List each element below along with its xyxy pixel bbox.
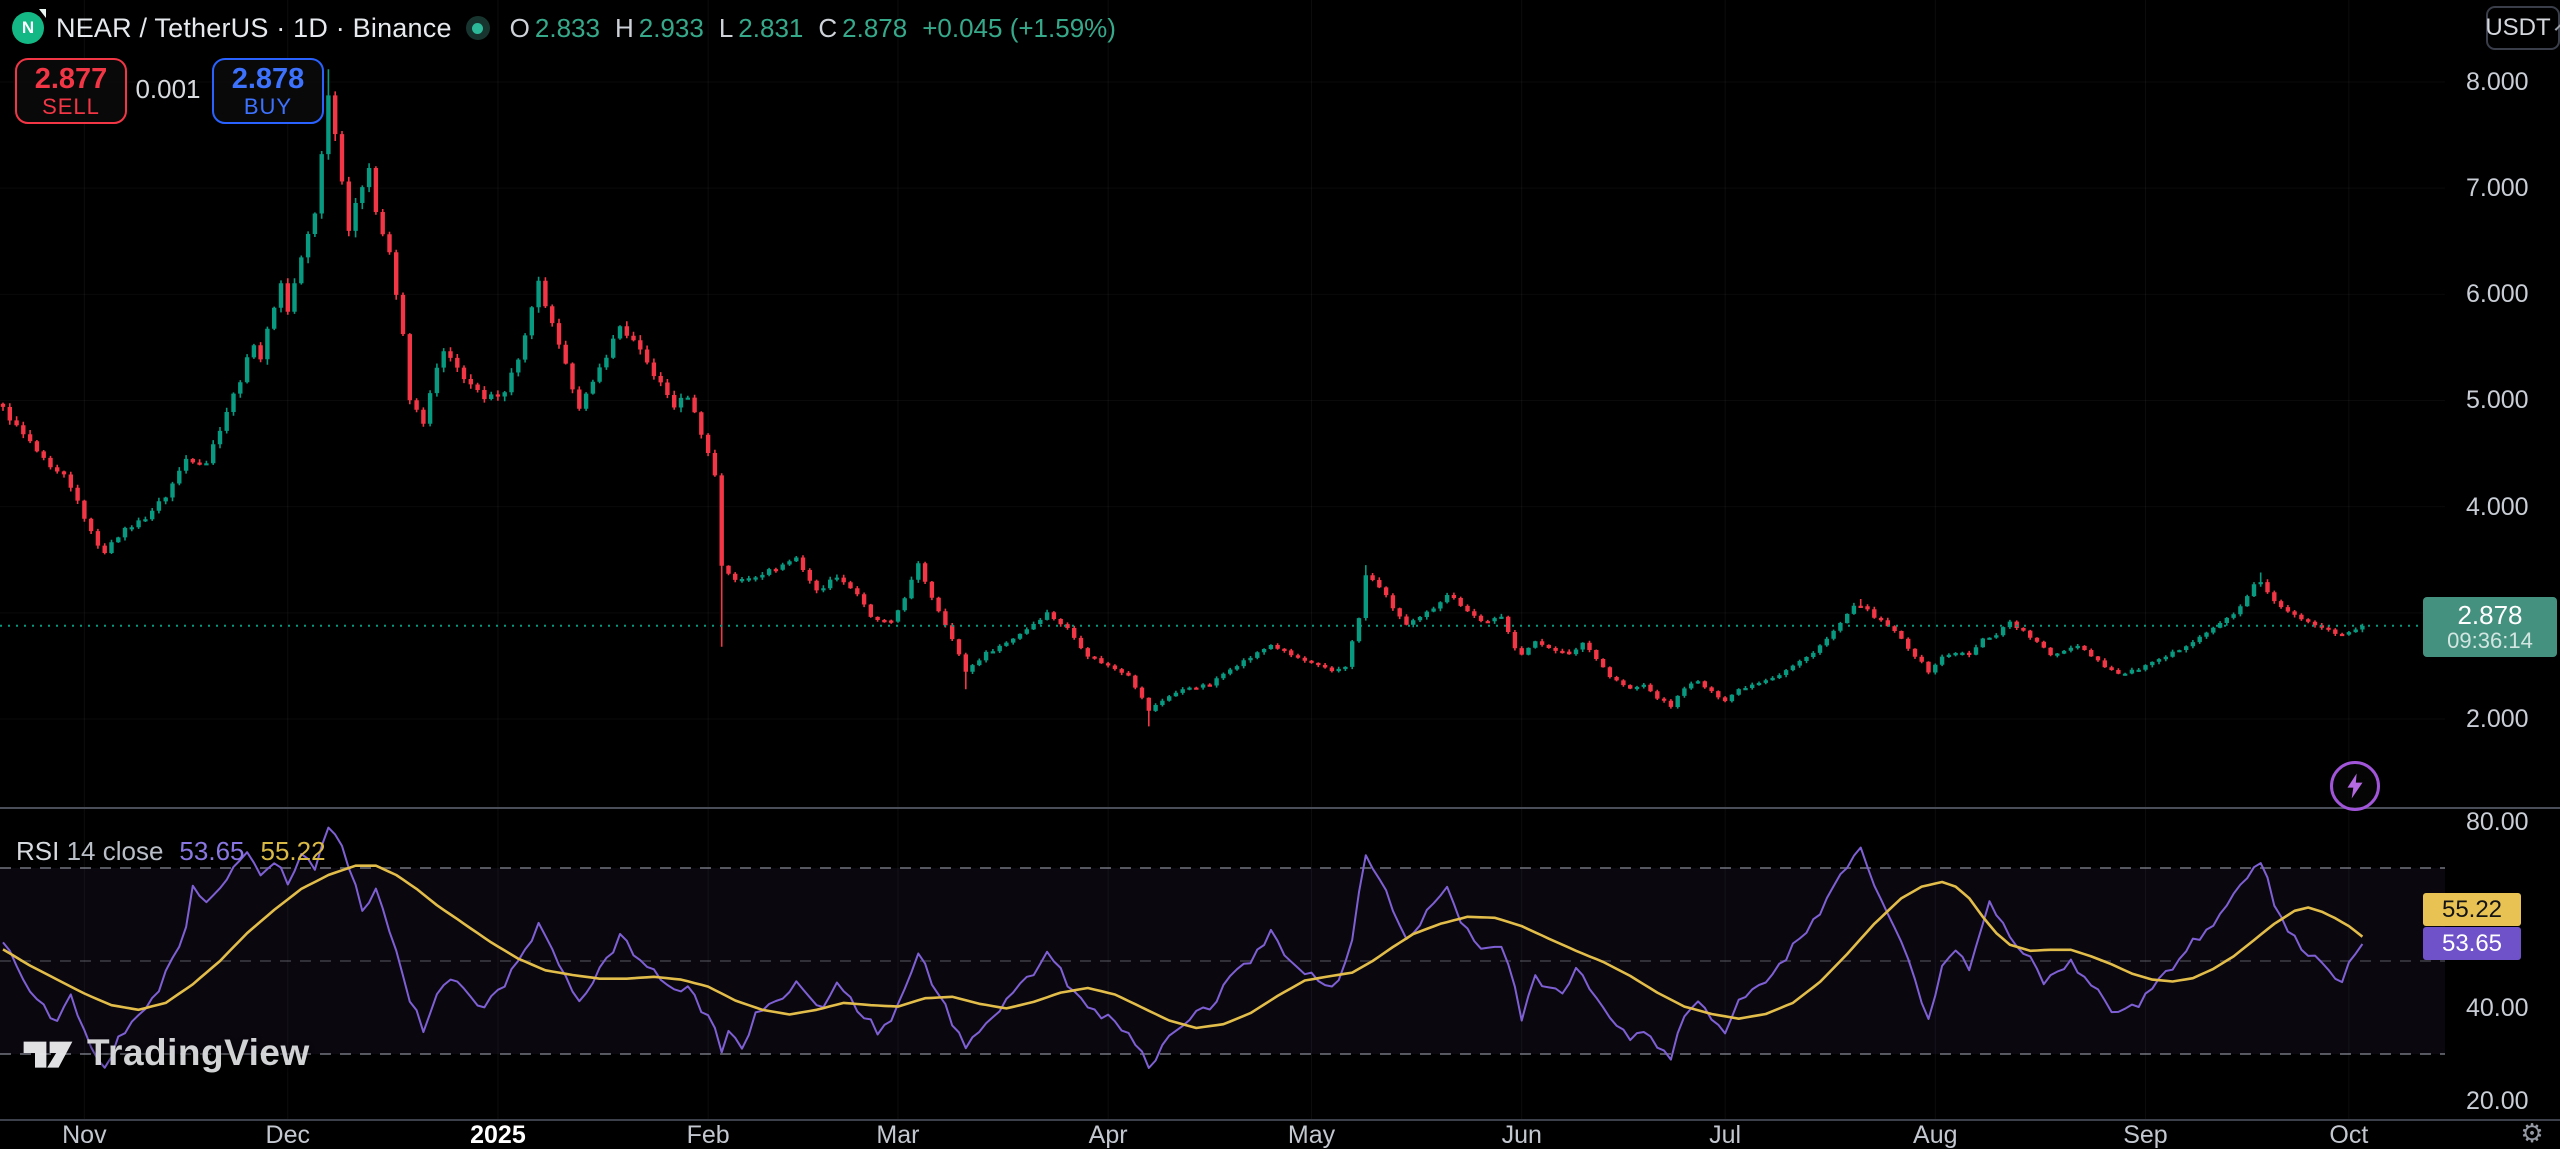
time-axis-label: Nov (62, 1121, 107, 1149)
symbol-title[interactable]: NEAR / TetherUS · 1D · Binance (56, 12, 452, 43)
rsi-axis-label: 20.00 (2466, 1086, 2529, 1115)
market-status-icon[interactable] (465, 16, 490, 40)
tradingview-logo-text: TradingView (87, 1032, 310, 1073)
time-axis-label: Aug (1913, 1121, 1958, 1149)
rsi-axis-label: 40.00 (2466, 993, 2529, 1022)
time-axis-label: 2025 (470, 1121, 526, 1149)
price-axis-label: 4.000 (2466, 492, 2529, 521)
quick-trade-lightning-button[interactable] (2330, 761, 2380, 811)
rsi-params: 14 close (66, 836, 164, 866)
tradingview-logo: TradingView (22, 1032, 310, 1074)
sell-button[interactable]: 2.877 SELL (15, 58, 127, 124)
spread-value: 0.001 (135, 74, 201, 104)
time-axis-label: Feb (686, 1121, 730, 1149)
ohlc-high-label: H (614, 12, 634, 43)
near-logo-letter: N (21, 18, 35, 37)
time-axis[interactable]: Nov Dec 2025 Feb Mar Apr May Jun Jul Aug Sep Oct (0, 1120, 2560, 1149)
ohlc-open-label: O (509, 12, 530, 43)
time-axis-label: Mar (876, 1121, 920, 1149)
rsi-name: RSI (16, 836, 60, 866)
ohlc-close-label: C (818, 12, 838, 43)
sell-price: 2.877 (34, 63, 108, 96)
currency-selector[interactable]: USDT (2485, 6, 2560, 50)
rsi-ma-badge: 55.22 (2423, 893, 2521, 926)
price-change: +0.045 (+1.59%) (922, 12, 1116, 43)
near-logo-icon: N (12, 9, 46, 44)
time-axis-label: Oct (2329, 1121, 2369, 1149)
time-axis-label: Sep (2123, 1121, 2168, 1149)
rsi-line-badge: 53.65 (2423, 927, 2521, 960)
ohlc-low: L 2.831 (719, 13, 804, 44)
time-axis-label: Apr (1088, 1121, 1128, 1149)
price-axis-label: 6.000 (2466, 280, 2529, 309)
price-axis-label: 7.000 (2466, 174, 2529, 203)
buy-button[interactable]: 2.878 BUY (212, 58, 324, 124)
buy-price: 2.878 (231, 63, 305, 96)
ohlc-open-value: 2.833 (534, 12, 600, 43)
time-axis-label: May (1287, 1121, 1336, 1149)
ohlc-high: H 2.933 (615, 13, 704, 44)
price-axis-label: 8.000 (2466, 67, 2529, 96)
symbol-header: N NEAR / TetherUS · 1D · Binance O 2.833 … (12, 6, 1116, 50)
time-axis-label: Dec (265, 1121, 310, 1149)
last-price-value: 2.878 (2457, 599, 2523, 630)
time-axis-label: Jun (1501, 1121, 1542, 1149)
rsi-ma-value: 55.22 (260, 836, 326, 866)
price-axis-label: 2.000 (2466, 705, 2529, 733)
last-price-badge: 2.878 09:36:14 (2423, 597, 2557, 657)
ohlc-close: C 2.878 (818, 13, 907, 44)
lightning-bolt-icon (2347, 773, 2363, 799)
candle-countdown: 09:36:14 (2447, 628, 2533, 654)
ohlc-open: O 2.833 (510, 13, 600, 44)
ohlc-low-value: 2.831 (738, 12, 804, 43)
ohlc-high-value: 2.933 (638, 12, 704, 43)
ohlc-close-value: 2.878 (842, 12, 908, 43)
price-axis-label: 5.000 (2466, 386, 2529, 415)
buy-label: BUY (243, 93, 293, 119)
rsi-line-value: 53.65 (179, 836, 245, 866)
sell-label: SELL (42, 93, 100, 119)
rsi-axis-label: 80.00 (2466, 807, 2529, 836)
tradingview-mark-icon (23, 1041, 73, 1068)
time-axis-label: Jul (1709, 1121, 1742, 1149)
rsi-indicator-title[interactable]: RSI 14 close 53.65 55.22 (16, 836, 326, 867)
currency-value: USDT (2485, 14, 2551, 41)
gear-icon[interactable]: ⚙ (2520, 1119, 2544, 1149)
ohlc-values: O 2.833 H 2.933 L 2.831 C 2.878 +0.045 (+1.5… (510, 13, 1116, 44)
ohlc-low-label: L (718, 12, 734, 43)
